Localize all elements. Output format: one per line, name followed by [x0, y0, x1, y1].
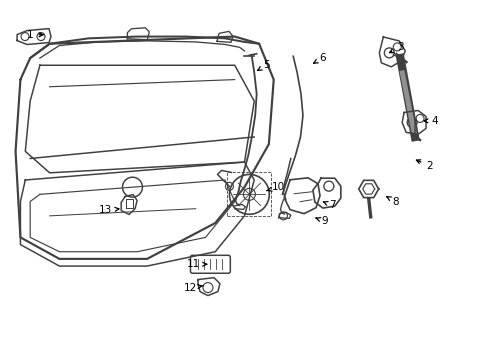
Text: 11: 11	[186, 259, 206, 269]
Text: 7: 7	[323, 200, 335, 210]
Text: 3: 3	[389, 42, 403, 53]
Text: 6: 6	[313, 53, 325, 63]
Text: 2: 2	[416, 160, 432, 171]
Text: 10: 10	[266, 182, 285, 192]
Text: 5: 5	[257, 60, 269, 71]
Text: 12: 12	[184, 283, 203, 293]
Text: 9: 9	[315, 216, 327, 226]
Text: 4: 4	[423, 116, 437, 126]
Text: 13: 13	[99, 206, 119, 216]
Text: 1: 1	[27, 30, 43, 40]
Text: 8: 8	[386, 197, 398, 207]
